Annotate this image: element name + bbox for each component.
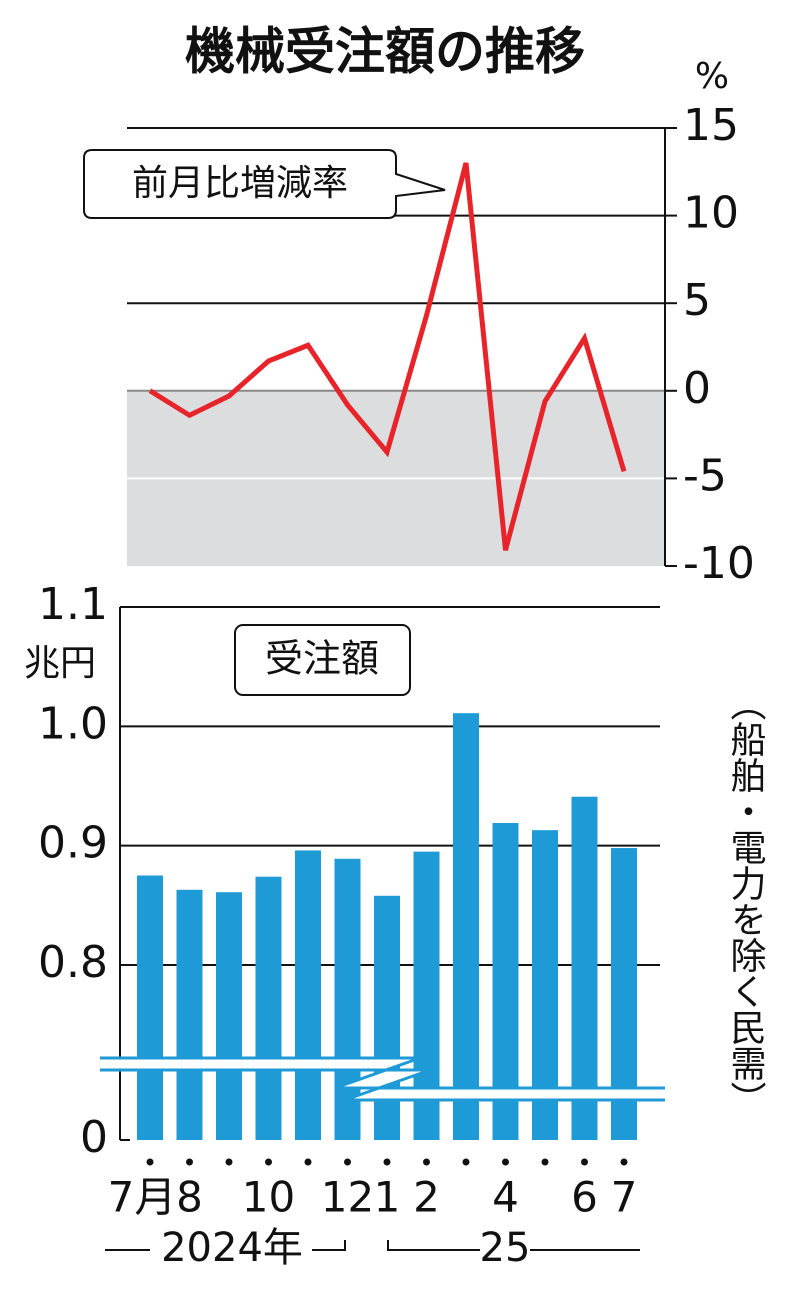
y-tick-label: 15 <box>683 100 739 151</box>
tick-dot <box>502 1158 509 1166</box>
bar <box>295 850 321 1140</box>
tick-dot <box>462 1158 470 1166</box>
y-tick-label: -5 <box>683 450 727 501</box>
tick-dot <box>146 1158 154 1166</box>
tick-dot <box>344 1158 351 1166</box>
y-tick-label: 1.0 <box>38 698 108 749</box>
annotation-box <box>83 149 446 219</box>
x-tick-label: 6 <box>571 1173 598 1222</box>
bar <box>176 889 203 1140</box>
note: （船舶・電力を除く民需） <box>725 685 767 1117</box>
x-tick-label: 7 <box>611 1173 638 1222</box>
tick-dot <box>541 1158 549 1166</box>
bar <box>216 892 242 1140</box>
tick-dot <box>186 1158 193 1166</box>
x-tick-label: 8 <box>176 1173 203 1222</box>
axis-break-line <box>100 1056 665 1090</box>
x-tick-label: 2 <box>413 1173 440 1222</box>
bar <box>453 713 479 1140</box>
tick-dot <box>620 1158 628 1166</box>
year-label: 25 <box>480 1225 531 1271</box>
tick-dot <box>265 1158 272 1166</box>
year-bracket <box>387 1240 480 1251</box>
y-tick-label: 5 <box>683 275 711 326</box>
y-tick-label: -10 <box>683 538 755 589</box>
x-tick-label: 4 <box>492 1173 519 1222</box>
annotation-box <box>234 624 411 696</box>
bar <box>137 875 163 1140</box>
bar <box>571 796 598 1140</box>
y-unit: 兆円 <box>24 643 96 684</box>
tick-dot <box>581 1158 588 1166</box>
tick-dot <box>304 1158 312 1166</box>
y-tick-label: 0.9 <box>38 818 108 869</box>
axis-break-line <box>100 1068 665 1102</box>
y-tick-label: 10 <box>683 188 739 239</box>
x-tick-label: 1 <box>374 1173 401 1222</box>
bar <box>255 876 282 1140</box>
bar <box>334 858 361 1140</box>
y-unit: % <box>695 56 729 97</box>
y-tick-label: 0 <box>80 1112 108 1163</box>
tick-dot <box>383 1158 391 1166</box>
line-series <box>148 162 627 551</box>
bar <box>374 895 400 1140</box>
tick-dot <box>225 1158 233 1166</box>
annotation: 受注額 <box>265 637 379 681</box>
y-tick-label: 0 <box>683 363 711 414</box>
year-bracket <box>312 1240 346 1251</box>
y-tick-label: 1.1 <box>38 579 108 630</box>
y-tick-label: 0.8 <box>38 937 108 988</box>
year-label: 2024年 <box>161 1225 303 1271</box>
tick-dot <box>423 1158 430 1166</box>
x-tick-label: 12 <box>321 1173 374 1222</box>
x-tick-label: 7月 <box>108 1173 177 1222</box>
x-tick-label: 10 <box>242 1173 295 1222</box>
chart-title: 機械受注額の推移 <box>185 23 585 81</box>
annotation: 前月比増減率 <box>132 163 348 204</box>
